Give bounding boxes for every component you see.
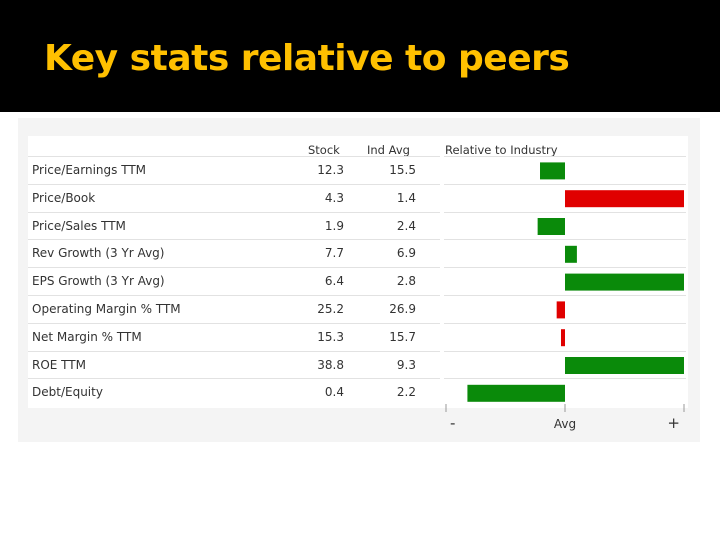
metric-label: Debt/Equity — [32, 385, 103, 400]
row-divider — [28, 211, 440, 213]
axis-label-max: + — [667, 414, 680, 432]
row-divider — [28, 239, 440, 241]
title-bar: Key stats relative to peers — [0, 0, 720, 112]
chart-row-divider — [444, 267, 686, 269]
bar-debt-equity — [467, 384, 565, 402]
metric-label: Price/Sales TTM — [32, 218, 126, 233]
header-stock: Stock — [308, 143, 340, 157]
stock-value: 7.7 — [324, 246, 344, 261]
row-divider — [28, 267, 440, 269]
stock-value: 25.2 — [317, 302, 344, 316]
chart-row-divider — [444, 378, 686, 380]
metric-label: Rev Growth (3 Yr Avg) — [32, 246, 165, 261]
industry-average-value: 2.2 — [396, 385, 416, 400]
header-relative-to-industry: Relative to Industry — [445, 143, 558, 157]
bar-price-earnings-ttm — [540, 162, 565, 180]
metric-label: ROE TTM — [32, 357, 86, 372]
industry-average-value: 15.7 — [389, 329, 416, 344]
industry-average-value: 26.9 — [389, 302, 416, 316]
industry-average-value: 2.8 — [396, 274, 416, 289]
chart-row-divider — [444, 322, 686, 324]
bar-net-margin-ttm — [561, 329, 565, 347]
stock-value: 0.4 — [324, 385, 344, 400]
industry-average-value: 1.4 — [396, 190, 416, 205]
bar-rev-growth-3-yr-avg — [565, 245, 577, 263]
metric-label: Net Margin % TTM — [32, 329, 142, 344]
chart-row-divider — [444, 350, 686, 352]
row-divider — [28, 378, 440, 380]
axis-label-min: - — [450, 414, 455, 432]
metric-label: Operating Margin % TTM — [32, 302, 181, 316]
stock-value: 1.9 — [324, 218, 344, 233]
industry-average-value: 2.4 — [396, 218, 416, 233]
row-divider — [28, 183, 440, 185]
bar-roe-ttm — [565, 357, 684, 374]
metric-label: Price/Earnings TTM — [32, 163, 147, 177]
bar-eps-growth-3-yr-avg — [565, 273, 684, 291]
industry-average-value: 15.5 — [389, 163, 416, 177]
stock-value: 6.4 — [324, 274, 344, 289]
header-ind-avg: Ind Avg — [367, 143, 410, 157]
bar-price-sales-ttm — [537, 218, 565, 235]
industry-average-value: 6.9 — [396, 246, 416, 261]
chart-row-divider — [444, 295, 686, 296]
stock-value: 15.3 — [317, 329, 344, 344]
metric-label: EPS Growth (3 Yr Avg) — [32, 274, 165, 289]
bar-operating-margin-ttm — [556, 301, 565, 319]
industry-average-value: 9.3 — [396, 357, 416, 372]
axis-label-center: Avg — [554, 417, 576, 431]
bar-price-book — [565, 190, 684, 208]
metric-label: Price/Book — [32, 190, 96, 205]
row-divider — [28, 295, 440, 296]
row-divider — [28, 156, 440, 157]
row-divider — [28, 350, 440, 352]
chart-row-divider — [444, 211, 686, 213]
chart-row-divider — [444, 156, 686, 157]
row-divider — [28, 322, 440, 324]
chart-row-divider — [444, 183, 686, 185]
stock-value: 12.3 — [317, 163, 344, 177]
relative-to-industry-chart: - Avg + — [445, 162, 685, 432]
chart-row-divider — [444, 239, 686, 241]
stock-value: 4.3 — [324, 190, 344, 205]
slide-title: Key stats relative to peers — [44, 38, 570, 79]
stock-value: 38.8 — [317, 357, 344, 372]
